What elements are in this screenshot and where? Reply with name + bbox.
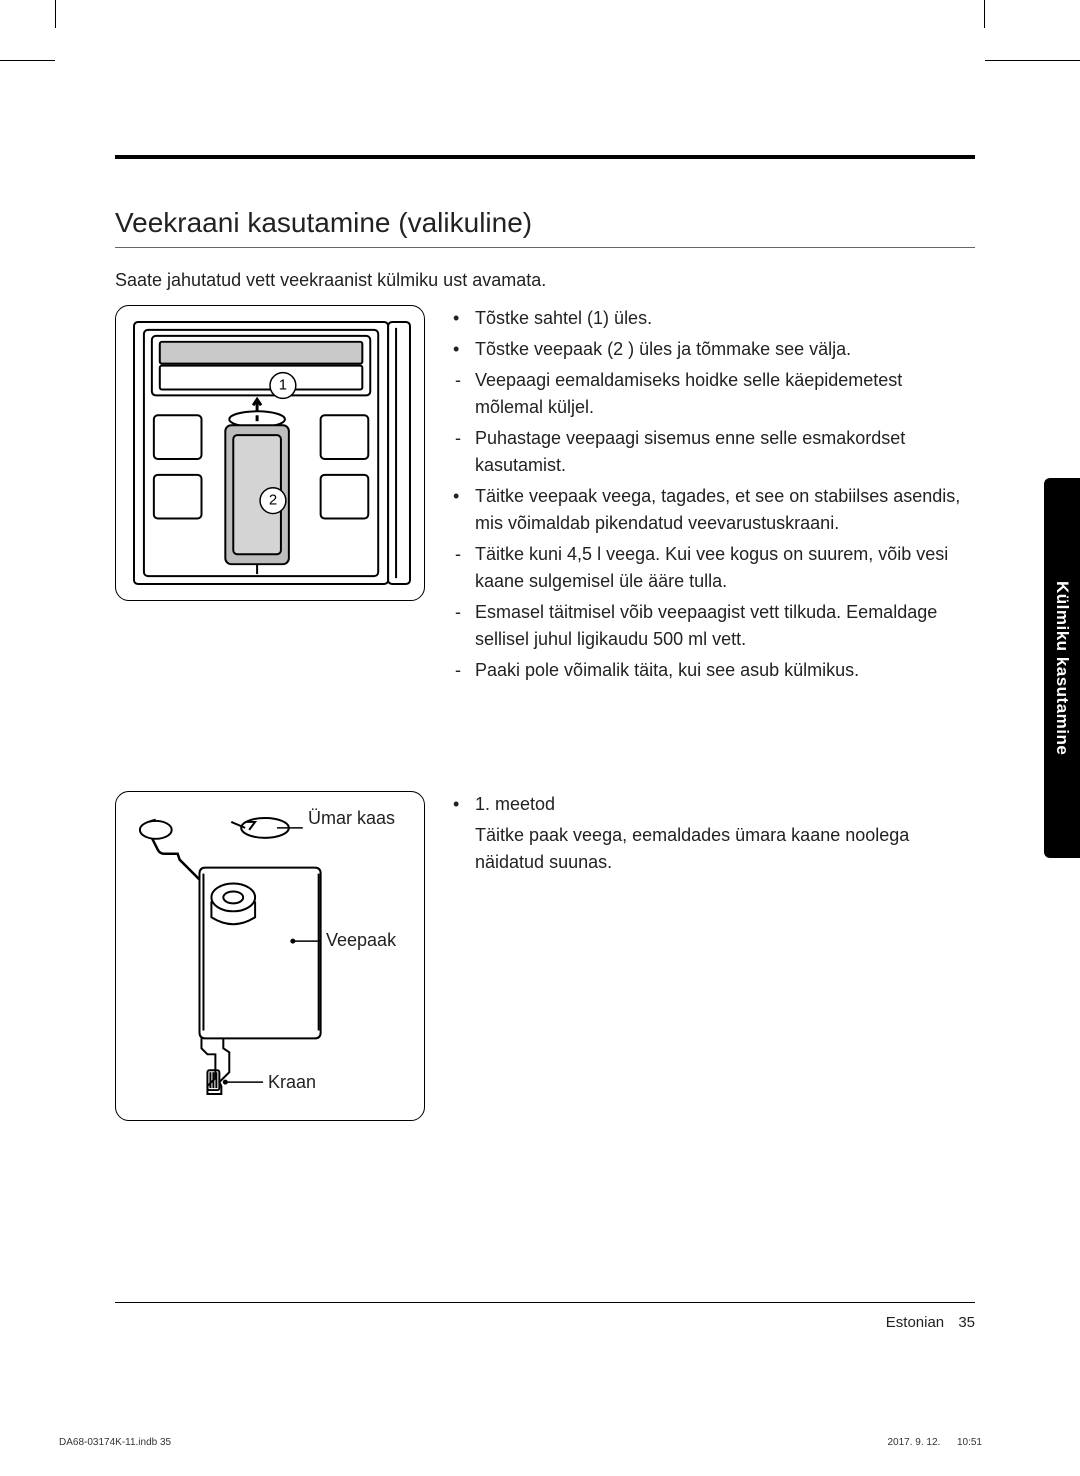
instruction-text: Paaki pole võimalik täita, kui see asub … bbox=[475, 657, 975, 684]
instruction-item: •Täitke veepaak veega, tagades, et see o… bbox=[453, 483, 975, 537]
callout-1: 1 bbox=[279, 377, 287, 393]
instruction-text: Täitke paak veega, eemaldades ümara kaan… bbox=[475, 822, 975, 876]
print-footer-right: 2017. 9. 12. 10:51 bbox=[887, 1437, 982, 1448]
instruction-item: •1. meetod bbox=[453, 791, 975, 818]
footer-rule bbox=[115, 1302, 975, 1303]
instruction-text: Täitke veepaak veega, tagades, et see on… bbox=[475, 483, 975, 537]
instruction-item: -Täitke kuni 4,5 l veega. Kui vee kogus … bbox=[453, 541, 975, 595]
illustration-fridge: 1 2 bbox=[115, 305, 425, 601]
crop-mark bbox=[55, 0, 56, 28]
intro-text: Saate jahutatud vett veekraanist külmiku… bbox=[115, 270, 975, 291]
title-underline bbox=[115, 247, 975, 248]
print-footer-left: DA68-03174K-11.indb 35 bbox=[59, 1437, 171, 1448]
instruction-item: •Tõstke sahtel (1) üles. bbox=[453, 305, 975, 332]
content-row-2: Ümar kaas Veepaak Kraan •1. meetod Täitke… bbox=[115, 791, 975, 1121]
top-rule bbox=[115, 155, 975, 159]
instruction-text: Tõstke veepaak (2 ) üles ja tõmmake see … bbox=[475, 336, 975, 363]
instruction-item: -Paaki pole võimalik täita, kui see asub… bbox=[453, 657, 975, 684]
instruction-text: Veepaagi eemaldamiseks hoidke selle käep… bbox=[475, 367, 975, 421]
label-round-cover: Ümar kaas bbox=[308, 808, 395, 829]
instruction-item: Täitke paak veega, eemaldades ümara kaan… bbox=[453, 822, 975, 876]
instruction-list: •Tõstke sahtel (1) üles. •Tõstke veepaak … bbox=[453, 305, 975, 791]
side-tab: Külmiku kasutamine bbox=[1044, 478, 1080, 858]
section-title: Veekraani kasutamine (valikuline) bbox=[115, 207, 975, 239]
instruction-item: -Esmasel täitmisel võib veepaagist vett … bbox=[453, 599, 975, 653]
instruction-item: •Tõstke veepaak (2 ) üles ja tõmmake see… bbox=[453, 336, 975, 363]
page-footer: Estonian 35 bbox=[886, 1314, 975, 1331]
illustration-tank: Ümar kaas Veepaak Kraan bbox=[115, 791, 425, 1121]
label-faucet: Kraan bbox=[268, 1072, 316, 1093]
instruction-text: Puhastage veepaagi sisemus enne selle es… bbox=[475, 425, 975, 479]
instruction-text: 1. meetod bbox=[475, 791, 975, 818]
method-list: •1. meetod Täitke paak veega, eemaldades … bbox=[453, 791, 975, 1121]
footer-page-num: 35 bbox=[958, 1314, 975, 1331]
page-content: Veekraani kasutamine (valikuline) Saate … bbox=[115, 155, 975, 1121]
crop-mark bbox=[984, 0, 985, 28]
instruction-item: -Veepaagi eemaldamiseks hoidke selle käe… bbox=[453, 367, 975, 421]
crop-mark bbox=[985, 60, 1080, 61]
content-row-1: 1 2 •Tõstke sahtel (1) üles. •Tõstke veep… bbox=[115, 305, 975, 791]
instruction-text: Tõstke sahtel (1) üles. bbox=[475, 305, 975, 332]
footer-lang: Estonian bbox=[886, 1314, 944, 1331]
crop-mark bbox=[0, 60, 55, 61]
side-tab-label: Külmiku kasutamine bbox=[1052, 581, 1072, 755]
instruction-item: -Puhastage veepaagi sisemus enne selle e… bbox=[453, 425, 975, 479]
instruction-text: Esmasel täitmisel võib veepaagist vett t… bbox=[475, 599, 975, 653]
instruction-text: Täitke kuni 4,5 l veega. Kui vee kogus o… bbox=[475, 541, 975, 595]
label-water-tank: Veepaak bbox=[326, 930, 396, 951]
callout-2: 2 bbox=[269, 493, 277, 509]
